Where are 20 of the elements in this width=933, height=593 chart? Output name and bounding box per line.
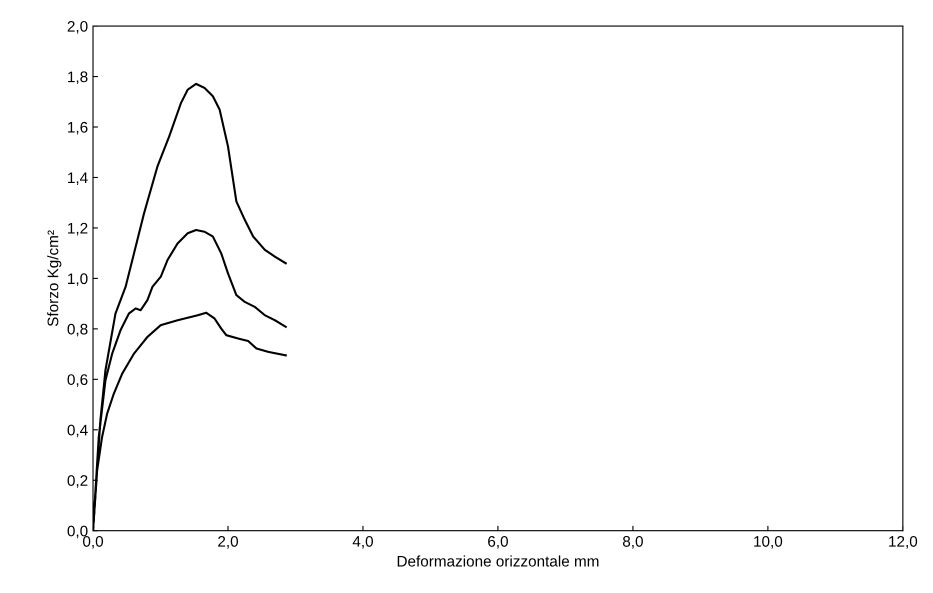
x-tick-label: 8,0 bbox=[622, 536, 643, 549]
x-tick-label: 12,0 bbox=[889, 536, 918, 549]
y-tick-label: 0,0 bbox=[68, 526, 88, 538]
x-tick-label: 4,0 bbox=[352, 536, 373, 549]
y-tick-label: 0,6 bbox=[68, 374, 88, 387]
y-tick-label: 0,2 bbox=[68, 475, 88, 488]
x-tick-label: 6,0 bbox=[488, 536, 508, 549]
x-tick-label: 0,0 bbox=[83, 536, 104, 549]
y-tick-label: 1,8 bbox=[68, 71, 88, 84]
y-axis-title: Sforzo Kg/cm² bbox=[47, 230, 62, 326]
y-tick-label: 1,2 bbox=[68, 222, 88, 236]
x-tick-label: 10,0 bbox=[754, 536, 782, 549]
y-tick-label: 2,0 bbox=[68, 20, 88, 34]
x-tick-label: 2,0 bbox=[218, 536, 238, 549]
y-tick-label: 0,4 bbox=[68, 424, 88, 438]
y-tick-label: 0,8 bbox=[68, 324, 88, 336]
y-tick-label: 1,4 bbox=[68, 172, 88, 185]
y-tick-label: 1,0 bbox=[68, 273, 88, 286]
x-axis-title: Deformazione orizzontale mm bbox=[398, 555, 598, 567]
y-tick-label: 1,6 bbox=[68, 122, 88, 135]
